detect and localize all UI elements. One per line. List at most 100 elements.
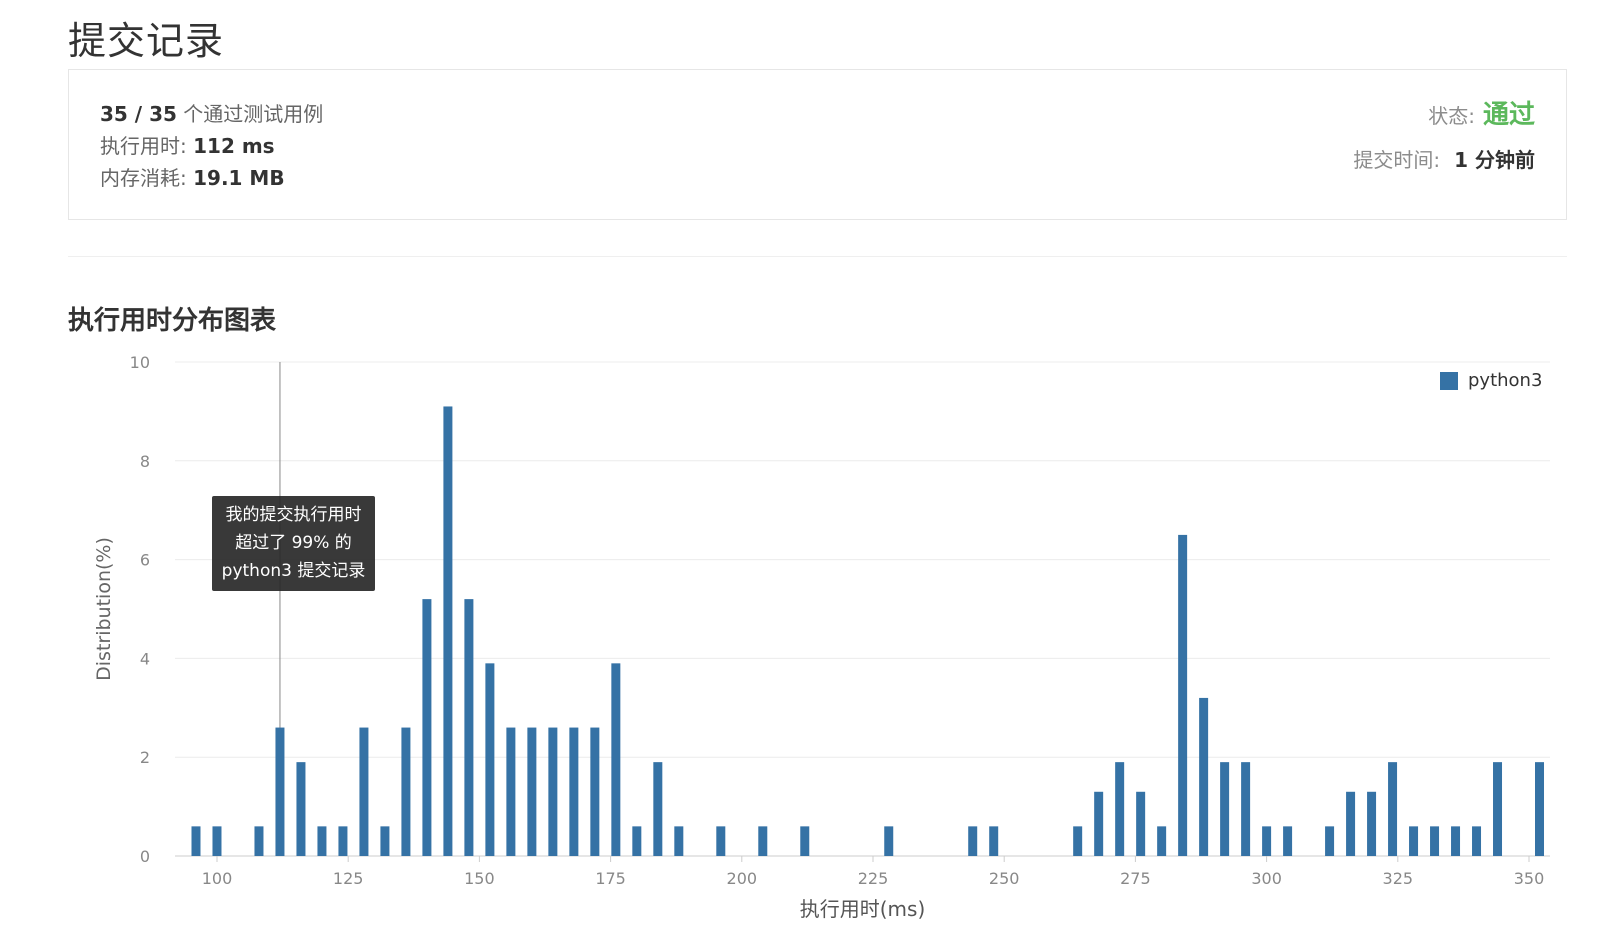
chart-bar	[1346, 791, 1356, 856]
y-tick-label: 6	[140, 551, 150, 570]
chart-bar	[1283, 826, 1293, 856]
chart-bar	[359, 727, 369, 856]
x-tick-label: 100	[202, 869, 233, 888]
submit-time-row: 提交时间: 1 分钟前	[1353, 144, 1535, 173]
chart-bar	[590, 727, 600, 856]
x-tick-label: 250	[989, 869, 1020, 888]
chart-bar	[401, 727, 411, 856]
submission-result-card: 35 / 35 个通过测试用例 执行用时: 112 ms 内存消耗: 19.1 …	[68, 69, 1567, 220]
chart-bar	[338, 826, 348, 856]
chart-bars	[191, 406, 1545, 856]
test-cases-row: 35 / 35 个通过测试用例	[100, 98, 323, 130]
chart-bar	[1535, 762, 1545, 856]
y-tick-label: 0	[140, 847, 150, 866]
chart-bar	[296, 762, 306, 856]
submit-time-value: 1 分钟前	[1454, 148, 1535, 172]
chart-bar	[1472, 826, 1482, 856]
memory-value: 19.1 MB	[193, 166, 285, 190]
x-axis-title: 执行用时(ms)	[800, 897, 926, 921]
submit-time-label: 提交时间:	[1353, 148, 1441, 172]
chart-bar	[527, 727, 537, 856]
status-label: 状态:	[1428, 104, 1475, 128]
passed-count: 35 / 35	[100, 102, 177, 126]
passed-suffix: 个通过测试用例	[183, 102, 324, 126]
result-status: 状态: 通过 提交时间: 1 分钟前	[1353, 94, 1535, 173]
chart-bar	[1367, 791, 1377, 856]
result-summary: 35 / 35 个通过测试用例 执行用时: 112 ms 内存消耗: 19.1 …	[100, 98, 323, 194]
x-tick-label: 300	[1251, 869, 1282, 888]
chart-section-title: 执行用时分布图表	[68, 306, 277, 336]
chart-bar	[632, 826, 642, 856]
y-tick-label: 2	[140, 748, 150, 767]
chart-bar	[317, 826, 327, 856]
y-axis-title: Distribution(%)	[93, 537, 115, 681]
x-tick-label: 200	[727, 869, 758, 888]
chart-bar	[464, 599, 474, 856]
chart-bar	[1241, 762, 1251, 856]
chart-bar	[968, 826, 978, 856]
chart-bar	[422, 599, 432, 856]
chart-bar	[191, 826, 201, 856]
chart-bar	[1325, 826, 1335, 856]
memory-label: 内存消耗:	[100, 166, 187, 190]
runtime-value: 112 ms	[193, 134, 275, 158]
y-tick-label: 10	[130, 353, 150, 372]
chart-bar	[653, 762, 663, 856]
chart-bar	[1262, 826, 1272, 856]
chart-bar	[1388, 762, 1398, 856]
chart-bar	[800, 826, 810, 856]
chart-bar	[1409, 826, 1419, 856]
status-row: 状态: 通过	[1353, 94, 1535, 138]
chart-bar	[1073, 826, 1083, 856]
chart-gridlines	[175, 361, 1550, 857]
x-tick-label: 275	[1120, 869, 1151, 888]
chart-bar	[716, 826, 726, 856]
memory-row: 内存消耗: 19.1 MB	[100, 162, 323, 194]
chart-bar	[569, 727, 579, 856]
x-tick-label: 325	[1383, 869, 1414, 888]
page-title: 提交记录	[68, 19, 225, 63]
chart-bar	[1451, 826, 1461, 856]
legend-swatch	[1440, 371, 1458, 390]
chart-bar	[548, 727, 558, 856]
chart-bar	[506, 727, 516, 856]
chart-labels: 0 2 4 6 8 10 100 125 150 175 200 225 250 275 300 325 350…	[93, 353, 1544, 921]
tooltip-line-1: 我的提交执行用时	[225, 505, 362, 525]
chart-bar	[254, 826, 264, 856]
chart-bar	[611, 663, 621, 856]
y-tick-label: 8	[140, 452, 150, 471]
tooltip-line-3: python3 提交记录	[221, 561, 366, 581]
chart-bar	[1094, 791, 1104, 856]
chart-bar	[380, 826, 390, 856]
legend-label: python3	[1468, 370, 1543, 391]
chart-canvas: 0 2 4 6 8 10 100 125 150 175 200 225 250 275 300 325 350…	[93, 353, 1550, 921]
y-tick-label: 4	[140, 649, 150, 668]
tooltip-line-2: 超过了 99% 的	[235, 533, 352, 553]
chart-bar	[485, 663, 495, 856]
chart-bar	[212, 826, 222, 856]
chart-bar	[884, 826, 894, 856]
chart-bar	[1157, 826, 1167, 856]
chart-bar	[674, 826, 684, 856]
chart-bar	[758, 826, 768, 856]
runtime-tooltip: 我的提交执行用时 超过了 99% 的 python3 提交记录	[212, 496, 375, 591]
x-tick-label: 350	[1514, 869, 1545, 888]
x-tick-label: 125	[333, 869, 364, 888]
x-tick-label: 225	[858, 869, 889, 888]
chart-legend[interactable]: python3	[1440, 370, 1542, 391]
runtime-distribution-chart: 0 2 4 6 8 10 100 125 150 175 200 225 250 275 300 325 350…	[0, 340, 1624, 929]
chart-bar	[1493, 762, 1503, 856]
chart-bar	[443, 406, 453, 856]
status-badge[interactable]: 通过	[1482, 100, 1535, 130]
chart-bar	[1178, 534, 1188, 856]
chart-bar	[1430, 826, 1440, 856]
chart-bar	[989, 826, 999, 856]
chart-bar	[1115, 762, 1125, 856]
chart-bar	[275, 727, 285, 856]
runtime-label: 执行用时:	[100, 134, 187, 158]
runtime-row: 执行用时: 112 ms	[100, 130, 323, 162]
section-divider	[68, 256, 1567, 257]
chart-bar	[1220, 762, 1230, 856]
chart-bar	[1136, 791, 1146, 856]
x-tick-label: 175	[595, 869, 626, 888]
